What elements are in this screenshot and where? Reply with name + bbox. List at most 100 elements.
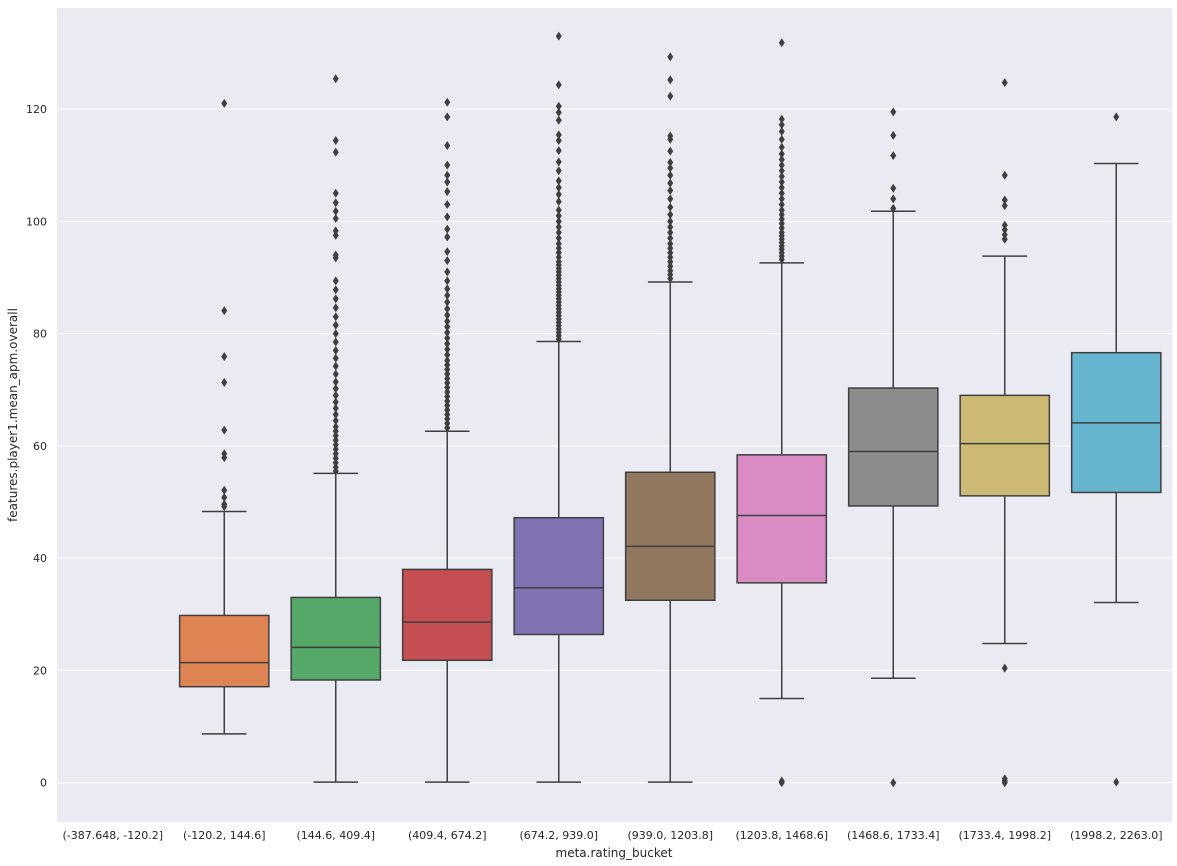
x-tick-label: (409.4, 674.2]	[408, 829, 487, 842]
box-flier	[667, 239, 674, 249]
box-flier	[667, 194, 674, 204]
box-flier	[332, 285, 339, 295]
box-flier	[444, 304, 451, 314]
x-tick-label: (1998.2, 2263.0]	[1070, 829, 1163, 842]
y-axis-label: features.player1.mean_apm.overall	[6, 308, 20, 522]
x-tick-label: (-387.648, -120.2]	[63, 829, 164, 842]
box-flier	[221, 493, 228, 503]
box-flier	[332, 226, 339, 236]
box-flier	[778, 134, 785, 144]
box-flier	[778, 38, 785, 48]
box-flier	[555, 157, 562, 167]
box-flier	[444, 322, 451, 332]
y-tick-label: 20	[33, 664, 47, 677]
x-tick-labels: (-387.648, -120.2] (-120.2, 144.6] (144.6,…	[63, 829, 1163, 842]
box-flier	[332, 416, 339, 426]
box-flier	[778, 199, 785, 209]
box-flier	[555, 176, 562, 186]
box-flier	[444, 232, 451, 242]
box-flier	[221, 306, 228, 316]
box-iqr	[959, 394, 1051, 497]
box-flier	[332, 337, 339, 347]
box-flier	[332, 206, 339, 216]
box-flier	[444, 212, 451, 222]
box-flier	[332, 312, 339, 322]
box-flier	[332, 397, 339, 407]
box-flier	[444, 160, 451, 170]
box-flier	[444, 297, 451, 307]
box-flier	[444, 187, 451, 197]
box-flier	[332, 361, 339, 371]
box-flier	[667, 131, 674, 141]
y-tick-label: 0	[40, 777, 47, 790]
box-flier	[667, 233, 674, 243]
box-flier	[778, 142, 785, 152]
box-flier	[444, 256, 451, 266]
x-tick-label: (674.2, 939.0]	[519, 829, 598, 842]
box-group	[959, 78, 1051, 788]
box-flier	[890, 130, 897, 140]
box-flier	[555, 135, 562, 145]
box-flier	[555, 101, 562, 111]
box-flier	[555, 189, 562, 199]
box-flier	[667, 222, 674, 232]
box-flier	[1001, 220, 1008, 230]
box-flier	[890, 107, 897, 117]
box-flier	[221, 449, 228, 459]
box-flier	[890, 778, 897, 788]
box-flier	[667, 216, 674, 226]
box-flier	[332, 422, 339, 432]
box-flier	[1001, 663, 1008, 673]
y-tick-label: 100	[26, 215, 47, 228]
box-flier	[444, 199, 451, 209]
box-flier	[221, 352, 228, 362]
box-flier	[444, 284, 451, 294]
box-flier	[555, 146, 562, 156]
box-group	[847, 107, 939, 788]
box-flier	[1001, 201, 1008, 211]
box-flier	[1001, 170, 1008, 180]
box-flier	[667, 163, 674, 173]
box-flier	[890, 194, 897, 204]
box-flier	[778, 160, 785, 170]
box-flier	[555, 239, 562, 249]
box-flier	[444, 316, 451, 326]
box-iqr	[624, 471, 716, 602]
box-flier	[444, 344, 451, 354]
box-flier	[890, 151, 897, 161]
box-flier	[444, 247, 451, 257]
box-iqr	[290, 596, 382, 681]
box-flier	[778, 205, 785, 215]
box-flier	[555, 233, 562, 243]
box-flier	[444, 310, 451, 320]
box-flier	[778, 127, 785, 137]
box-flier	[332, 74, 339, 84]
box-flier	[444, 177, 451, 187]
box-flier	[778, 188, 785, 198]
box-iqr	[736, 454, 828, 584]
box-flier	[555, 211, 562, 221]
box-flier	[444, 267, 451, 277]
y-tick-labels: 0 20 40 60 80 100 120	[26, 103, 47, 790]
box-flier	[555, 205, 562, 215]
box-flier	[555, 115, 562, 125]
box-flier	[667, 157, 674, 167]
box-iqr	[178, 614, 270, 688]
box-flier	[332, 369, 339, 379]
box-iqr	[513, 516, 605, 636]
box-flier	[332, 294, 339, 304]
box-flier	[221, 485, 228, 495]
box-flier	[444, 97, 451, 107]
box-flier	[332, 377, 339, 387]
box-flier	[667, 52, 674, 62]
box-group	[178, 98, 270, 735]
y-tick-label: 60	[33, 440, 47, 453]
box-flier	[555, 130, 562, 140]
box-flier	[555, 183, 562, 193]
box-flier	[555, 80, 562, 90]
box-flier	[667, 178, 674, 188]
box-flier	[667, 146, 674, 156]
box-flier	[555, 166, 562, 176]
box-flier	[332, 409, 339, 419]
box-flier	[778, 183, 785, 193]
